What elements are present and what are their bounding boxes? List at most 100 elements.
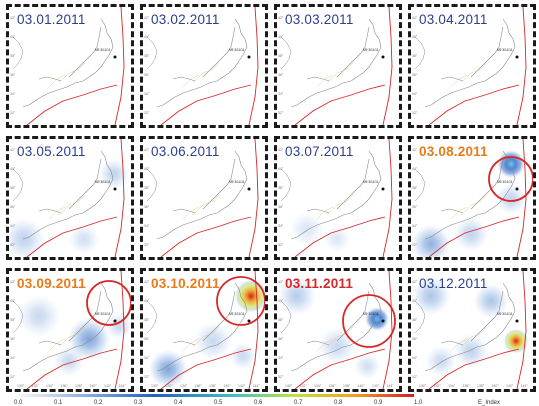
lat-tick-label: 42°	[144, 16, 150, 20]
fault-lines	[316, 326, 354, 352]
lat-tick-label: 38°	[412, 54, 418, 58]
lat-tick-label: 40°	[278, 167, 284, 171]
epicenter-label: M9 3/11/11	[363, 312, 379, 316]
anomaly-blob	[453, 216, 489, 252]
colorbar-tick-label: 0.7	[294, 400, 303, 406]
lon-tick-label: 142°	[104, 384, 112, 388]
anomaly-blob	[68, 223, 100, 255]
epicenter-marker	[247, 319, 251, 323]
fault-lines	[48, 326, 86, 352]
panel-date-label: 03.03.2011	[285, 12, 354, 27]
plate-boundary	[294, 139, 393, 257]
lat-tick-label: 42°	[412, 16, 418, 20]
lon-tick-label: 130°	[419, 384, 427, 388]
panel-date-label: 03.12.2011	[419, 276, 488, 291]
lat-tick-label: 32°	[412, 375, 418, 379]
highlight-circle	[488, 156, 533, 202]
mainland-coastline	[12, 300, 24, 334]
lon-tick-label: 140°	[358, 384, 366, 388]
lon-tick-label: 132°	[434, 384, 442, 388]
panel-date-label: 03.01.2011	[17, 12, 86, 27]
epicenter-label: M9 3/11/11	[363, 180, 379, 184]
mainland-coastline	[414, 168, 426, 202]
colorbar-tick-label: 1.0	[414, 400, 423, 406]
lat-tick-label: 38°	[278, 186, 284, 190]
lon-tick-label: 140°	[90, 384, 98, 388]
lon-tick-label: 138°	[343, 384, 351, 388]
lat-tick-label: 32°	[278, 111, 284, 115]
map-canvas: 42° 40° 38° 36° 34° 32° M9 3/11/11	[278, 139, 393, 257]
anomaly-blob	[473, 283, 509, 319]
epicenter-marker	[247, 55, 251, 59]
epicenter-label: M9 3/11/11	[229, 48, 245, 52]
colorbar-tick-label: 0.3	[134, 400, 143, 406]
map-canvas: 42° 40° 38° 36° 34° 32° M9 3/11/11	[10, 7, 125, 125]
colorbar-gradient	[14, 394, 414, 397]
anomaly-blob	[235, 280, 265, 312]
lat-tick-label: 34°	[278, 92, 284, 96]
mainland-coastline	[146, 36, 158, 70]
lat-tick-label: 42°	[10, 16, 16, 20]
lat-tick-label: 34°	[144, 224, 150, 228]
mainland-coastline	[12, 36, 24, 70]
lat-tick-label: 42°	[278, 148, 284, 152]
lon-tick-label: 134°	[46, 384, 54, 388]
lat-tick-label: 34°	[10, 92, 16, 96]
lat-tick-label: 34°	[10, 356, 16, 360]
lon-tick-label: 140°	[224, 384, 232, 388]
lat-tick-label: 34°	[412, 356, 418, 360]
map-canvas: 42° 40° 38° 36° 34° 32° M9 3/11/11	[144, 139, 259, 257]
anomaly-blob	[9, 217, 46, 257]
anomaly-blob	[497, 150, 525, 178]
map-panel: 42° 40° 38° 36° 34° 32° M9 3/11/11 03.04.2011	[408, 4, 536, 128]
anomaly-blob	[323, 225, 351, 253]
fault-lines	[182, 194, 220, 220]
epicenter-label: M9 3/11/11	[95, 312, 111, 316]
plate-boundary	[26, 139, 125, 257]
lat-tick-label: 36°	[278, 73, 284, 77]
lat-tick-label: 38°	[10, 318, 16, 322]
japan-coastline	[156, 150, 248, 240]
colorbar-tick-label: 0.5	[214, 400, 223, 406]
anomaly-blob	[317, 326, 357, 366]
lat-tick-label: 32°	[278, 375, 284, 379]
lat-tick-label: 42°	[278, 16, 284, 20]
lat-tick-label: 32°	[144, 375, 150, 379]
plate-boundary	[428, 139, 527, 257]
mainland-coastline	[12, 168, 24, 202]
map-canvas: 42° 40° 38° 36° 34° 32° M9 3/11/11	[144, 7, 259, 125]
anomaly-blob	[411, 224, 451, 257]
lat-tick-label: 40°	[278, 35, 284, 39]
highlight-circle	[216, 276, 265, 326]
lat-tick-label: 34°	[144, 356, 150, 360]
colorbar-tick-label: 0.8	[334, 400, 343, 406]
lat-tick-label: 36°	[278, 205, 284, 209]
lon-tick-label: 142°	[506, 384, 514, 388]
map-canvas: 42°40°38°36°34°32°130°132°134°136°138°14…	[144, 271, 265, 389]
anomaly-blob	[453, 333, 489, 369]
plate-boundary	[160, 139, 259, 257]
lat-tick-label: 38°	[10, 186, 16, 190]
lat-tick-label: 32°	[278, 243, 284, 247]
panel-date-label: 03.08.2011	[419, 144, 488, 159]
colorbar-tick-label: 0.2	[94, 400, 103, 406]
lat-tick-label: 32°	[144, 243, 150, 247]
anomaly-blob	[411, 276, 451, 316]
colorbar-tick-label: 0.9	[374, 400, 383, 406]
lon-tick-label: 134°	[180, 384, 188, 388]
mainland-coastline	[414, 300, 426, 334]
plate-boundary	[294, 271, 393, 389]
map-panel: 42°40°38°36°34°32°130°132°134°136°138°14…	[408, 268, 536, 392]
colorbar-tick-label: 0.4	[174, 400, 183, 406]
lat-tick-label: 38°	[412, 318, 418, 322]
lat-tick-label: 38°	[144, 186, 150, 190]
panel-date-label: 03.09.2011	[17, 276, 86, 291]
lon-tick-label: 130°	[17, 384, 25, 388]
lat-tick-label: 42°	[412, 148, 418, 152]
map-canvas: 42° 40° 38° 36° 34° 32° M9 3/11/11	[412, 7, 527, 125]
lon-tick-label: 134°	[448, 384, 456, 388]
japan-coastline	[290, 18, 382, 108]
colorbar-tick-label: 0.0	[14, 400, 23, 406]
lon-tick-label: 142°	[238, 384, 246, 388]
fault-lines	[182, 326, 220, 352]
